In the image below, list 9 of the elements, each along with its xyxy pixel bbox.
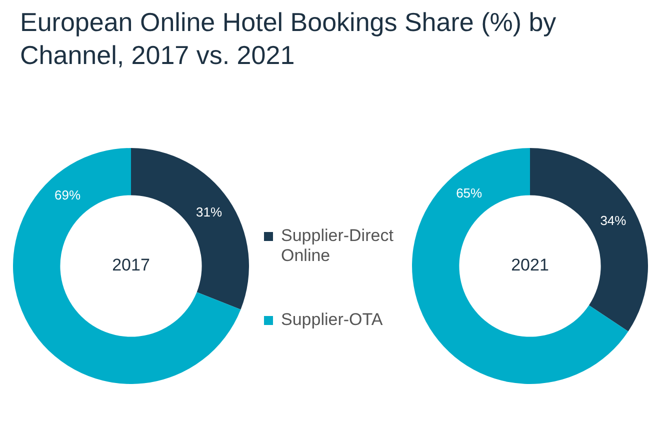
text: 2021 [511, 256, 549, 275]
data-label: 65% [456, 185, 483, 200]
data-label: 31% [196, 204, 223, 220]
chart-title: European Online Hotel Bookings Share (%) by Channel, 2017 vs. 2021 [20, 6, 558, 72]
legend-label: Supplier-OTA [281, 310, 383, 330]
data-label: 69% [54, 188, 81, 203]
data-label: 34% [600, 212, 627, 228]
legend-label: Supplier-Direct Online [281, 226, 394, 266]
text: 2017 [112, 256, 150, 275]
